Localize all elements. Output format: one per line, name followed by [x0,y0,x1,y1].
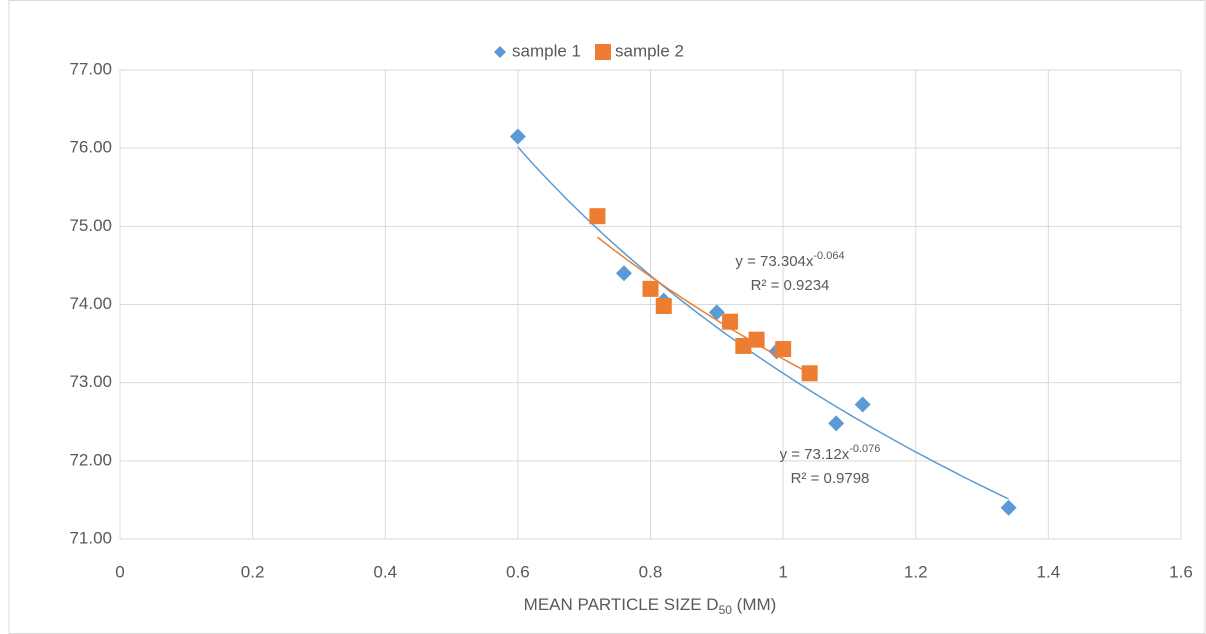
y-tick-label: 72.00 [69,450,112,469]
data-point [775,341,792,358]
data-point [655,298,672,315]
data-point [748,331,765,348]
x-axis-title-main: MEAN PARTICLE SIZE D [524,595,719,614]
trendline-r2: R² = 0.9234 [751,277,830,294]
x-axis-title-sub: 50 [719,603,733,617]
trendline-r2: R² = 0.9798 [791,470,870,487]
trendline-equation: y = 73.304x-0.064 [735,250,844,270]
x-tick-label: 1 [778,562,787,581]
x-tick-label: 1.2 [904,562,928,581]
legend-marker [494,46,506,58]
equation-text: y = 73.12x [780,446,850,463]
data-point [589,208,606,225]
x-tick-label: 0.2 [241,562,265,581]
equation-text: y = 73.304x [735,253,813,270]
x-tick-label: 0.4 [373,562,397,581]
trendline [517,146,1009,500]
equation-exponent: -0.076 [849,443,880,455]
legend-label: sample 1 [512,41,581,60]
data-point [509,128,526,145]
trendline [596,236,810,374]
x-tick-label: 0.6 [506,562,530,581]
x-axis-title-suffix: (MM) [732,595,776,614]
y-tick-label: 74.00 [69,294,112,313]
x-tick-label: 0.8 [639,562,663,581]
y-tick-label: 77.00 [69,59,112,78]
data-point [615,265,632,282]
x-tick-label: 1.6 [1169,562,1193,581]
data-point [854,396,871,413]
legend-label: sample 2 [615,41,684,60]
legend-marker [594,44,611,60]
data-point [828,415,845,432]
y-tick-label: 73.00 [69,372,112,391]
data-point [801,365,818,382]
equation-exponent: -0.064 [813,250,844,262]
trendline-equation: y = 73.12x-0.076 [780,443,881,463]
data-point [1000,499,1017,516]
x-tick-label: 1.4 [1037,562,1061,581]
data-point [735,337,752,354]
data-point [722,313,739,330]
data-point [642,280,659,297]
x-tick-label: 0 [115,562,124,581]
x-axis-title: MEAN PARTICLE SIZE D50 (MM) [524,595,777,617]
y-tick-label: 71.00 [69,528,112,547]
y-tick-label: 75.00 [69,216,112,235]
data-point [708,304,725,321]
chart-frame [8,0,1206,634]
y-tick-label: 76.00 [69,138,112,157]
